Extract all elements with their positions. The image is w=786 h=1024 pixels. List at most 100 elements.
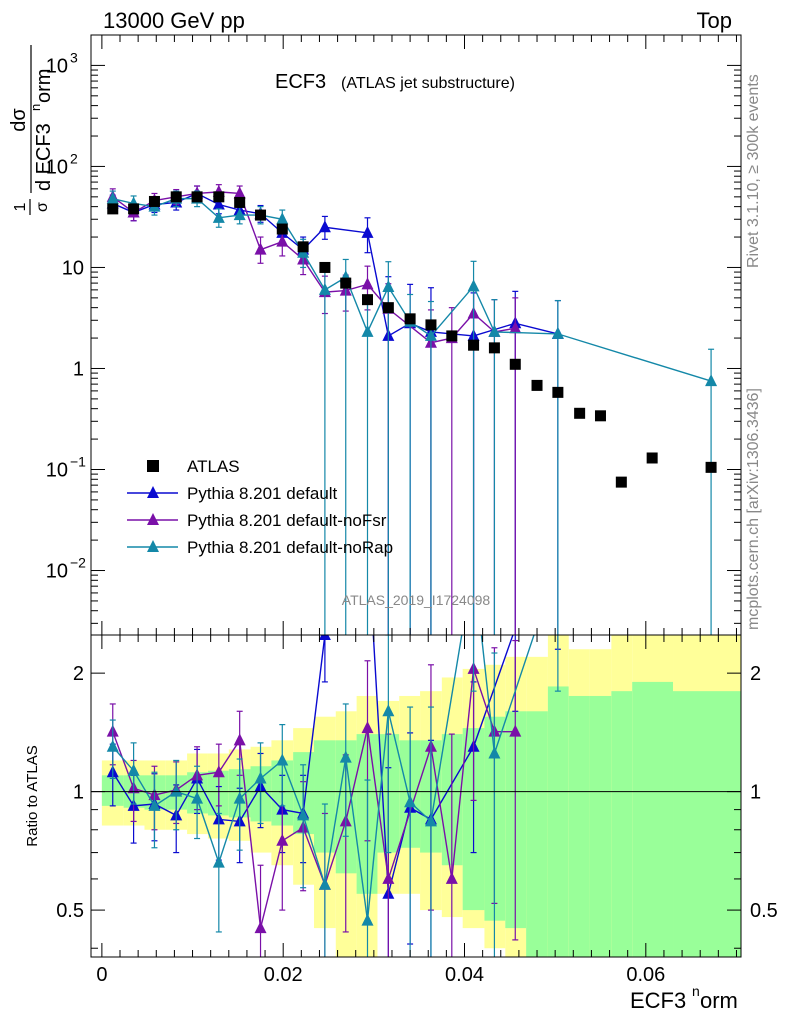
point-noRap	[551, 326, 564, 339]
band-inner-bin	[632, 681, 674, 957]
ratio-point-noRap	[148, 798, 161, 811]
legend-label-atlas: ATLAS	[187, 457, 240, 476]
x-tick-label: 0	[96, 964, 107, 986]
series-line-noRap	[112, 197, 712, 382]
point-atlas	[319, 261, 331, 273]
band-inner-bin	[314, 740, 336, 853]
ratio-point-noRap	[404, 795, 417, 808]
point-noRap	[212, 210, 225, 223]
ratio-point-noRap	[297, 808, 310, 821]
point-atlas	[361, 294, 373, 306]
point-noFsr	[254, 242, 267, 255]
point-noFsr	[361, 277, 374, 290]
ratio-point-noFsr	[276, 833, 289, 846]
x-tick-label: 0.04	[445, 964, 484, 986]
header-energy-label: 13000 GeV pp	[103, 8, 245, 33]
ratio-point-noRap	[212, 855, 225, 868]
ratio-point-noFsr	[382, 871, 395, 884]
point-noRap	[276, 212, 289, 225]
point-atlas	[509, 358, 521, 370]
ratio-tick-label: 1	[73, 782, 84, 804]
y-tick-exponent: −2	[70, 555, 86, 571]
legend-marker-noFsr	[147, 513, 159, 525]
chart-subtitle: (ATLAS jet substructure)	[341, 75, 515, 92]
ratio-point-noFsr	[254, 921, 267, 934]
point-noRap	[488, 324, 501, 337]
ratio-series	[106, 635, 561, 957]
point-atlas	[531, 379, 543, 391]
y-label-frac-num: 1	[12, 202, 29, 211]
ratio-series-noRap	[106, 635, 561, 957]
ratio-point-noRap	[424, 814, 437, 827]
ratio-point-noRap	[170, 784, 183, 797]
ratio-point-noRap	[127, 763, 140, 776]
ratio-point-noRap	[361, 913, 374, 926]
point-noRap	[424, 328, 437, 341]
ratio-tick-label: 2	[73, 663, 84, 685]
series-default	[106, 185, 564, 635]
y-tick-label: 10	[46, 459, 68, 481]
point-atlas	[213, 191, 225, 203]
point-noFsr	[276, 234, 289, 247]
band-inner-bin	[568, 695, 590, 957]
x-axis-label-sup: n	[692, 983, 700, 999]
y-label-dsigma: dσ	[8, 108, 30, 132]
point-atlas	[552, 386, 564, 398]
y-label-tail: orm	[33, 69, 55, 103]
ratio-tick-label: 2	[750, 663, 761, 685]
point-atlas	[488, 342, 500, 354]
x-axis-label: ECF3	[630, 988, 686, 1013]
band-inner-bin	[547, 686, 569, 957]
ratio-point-noRap	[318, 877, 331, 890]
point-noRap	[705, 374, 718, 387]
ratio-tick-label: 0.5	[56, 900, 84, 922]
ratio-tick-label: 1	[750, 782, 761, 804]
point-noFsr	[233, 186, 246, 199]
y-label-frac-den: σ	[34, 202, 51, 212]
point-atlas	[574, 407, 586, 419]
ratio-point-default	[318, 635, 331, 640]
y-tick-label: 1	[73, 358, 84, 380]
point-atlas	[276, 223, 288, 235]
series-noRap	[106, 190, 718, 635]
ratio-point-noRap	[191, 791, 204, 804]
point-noRap	[318, 282, 331, 295]
point-noRap	[106, 191, 119, 204]
point-default	[318, 220, 331, 233]
ratio-plot-frame	[90, 634, 742, 958]
legend-marker-noRap	[147, 540, 159, 552]
x-tick-label: 0.02	[264, 964, 303, 986]
point-atlas	[646, 452, 658, 464]
legend-marker-atlas	[147, 460, 159, 472]
legend-label-noRap: Pythia 8.201 default-noRap	[187, 538, 393, 557]
point-atlas	[468, 339, 480, 351]
ratio-point-noRap	[339, 750, 352, 763]
y-tick-exponent: 2	[70, 150, 78, 166]
x-axis-label-tail: orm	[700, 988, 738, 1013]
point-noRap	[233, 208, 246, 221]
point-atlas	[340, 277, 352, 289]
y-tick-exponent: −1	[70, 453, 86, 469]
y-tick-label: 10	[62, 257, 84, 279]
legend-label-default: Pythia 8.201 default	[187, 484, 338, 503]
point-noRap	[382, 280, 395, 293]
ratio-point-noRap	[382, 704, 395, 717]
point-atlas	[191, 191, 203, 203]
point-default	[361, 225, 374, 238]
band-inner-bin	[526, 711, 548, 957]
point-atlas	[255, 209, 267, 221]
series-line-default	[112, 192, 559, 338]
ratio-point-noFsr	[509, 724, 522, 737]
y-label-sup: n	[28, 104, 43, 111]
ratio-point-noFsr	[233, 733, 246, 746]
y-tick-label: 10	[46, 55, 68, 77]
ratio-tick-label: 0.5	[750, 900, 778, 922]
series-line-noFsr	[112, 191, 516, 344]
point-atlas	[148, 195, 160, 207]
point-atlas	[170, 191, 182, 203]
point-atlas	[446, 330, 458, 342]
y-tick-exponent: 3	[70, 49, 78, 65]
point-atlas	[297, 241, 309, 253]
x-tick-label: 0.06	[626, 964, 665, 986]
ratio-point-noFsr	[361, 721, 374, 734]
